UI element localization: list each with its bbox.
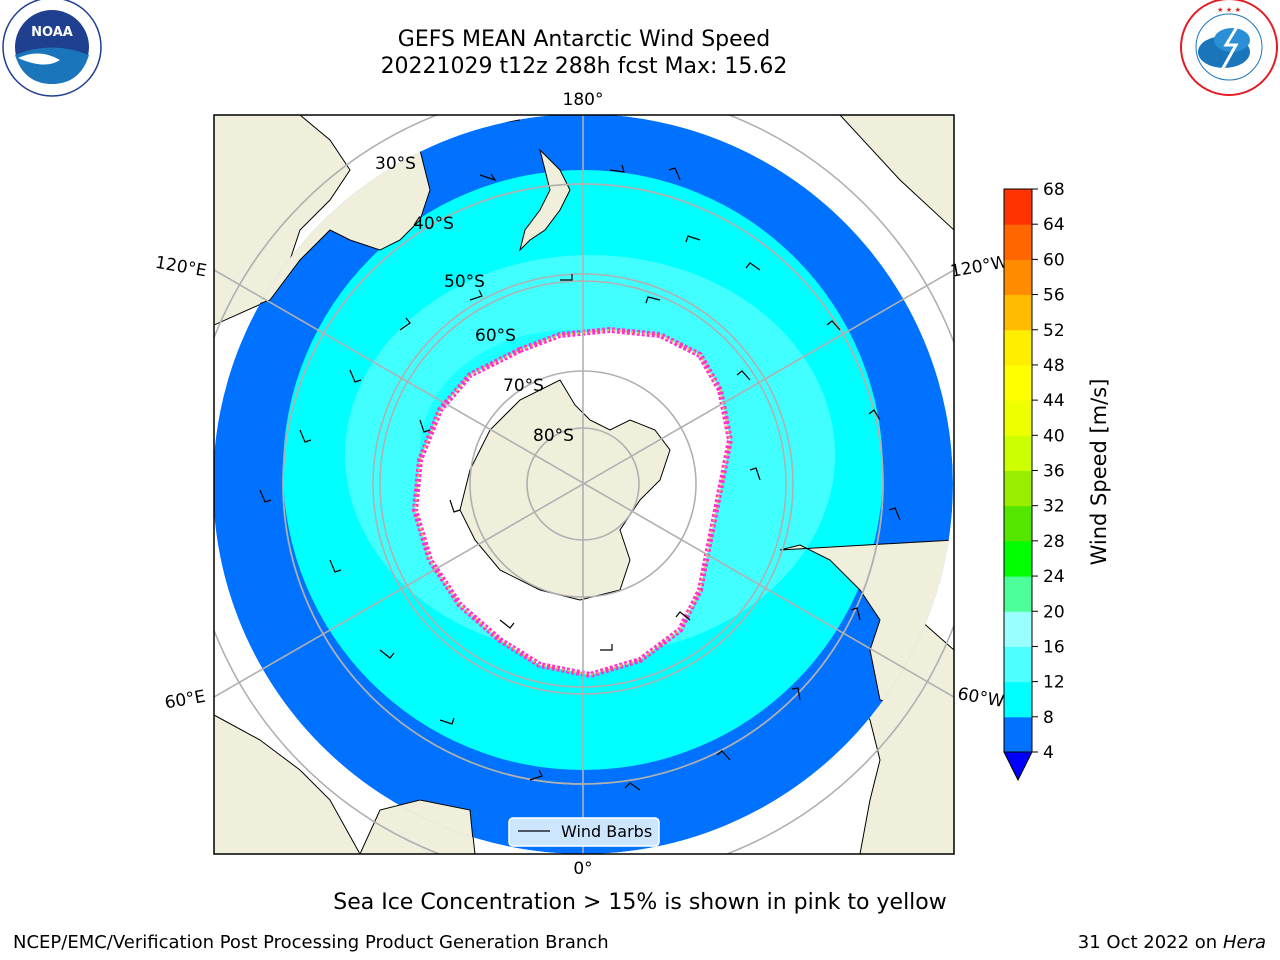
colorbar-tick-label: 68 [1043, 180, 1065, 200]
colorbar-tick-label: 12 [1043, 673, 1065, 693]
generation-host: Hera [1222, 932, 1266, 953]
colorbar-tick-label: 40 [1043, 426, 1065, 446]
colorbar-segment [1004, 646, 1032, 683]
lat-label-40s: 40°S [413, 214, 454, 234]
colorbar-segment [1004, 716, 1032, 753]
colorbar-tick-label: 48 [1043, 356, 1065, 376]
colorbar-segment [1004, 681, 1032, 718]
colorbar-tick-label: 36 [1043, 462, 1065, 482]
producer-credit: NCEP/EMC/Verification Post Processing Pr… [13, 932, 609, 953]
colorbar-tick-label: 64 [1043, 215, 1065, 235]
colorbar-segment [1004, 224, 1032, 260]
colorbar-label: Wind Speed [m/s] [1087, 379, 1111, 566]
colorbar-tick-label: 8 [1043, 708, 1054, 728]
colorbar-segment [1004, 329, 1032, 366]
lat-label-60s: 60°S [475, 326, 516, 346]
noaa-logo: NOAA [2, 0, 102, 97]
sea-ice-note: Sea Ice Concentration > 15% is shown in … [333, 890, 947, 915]
colorbar-segment [1004, 294, 1032, 331]
colorbar-segment [1004, 505, 1032, 542]
colorbar-segment [1004, 540, 1032, 577]
colorbar-segment [1004, 189, 1032, 225]
lon-label-120e: 120°E [154, 253, 208, 282]
lon-label-0: 0° [573, 859, 592, 879]
colorbar-segment [1004, 470, 1032, 507]
noaa-logo-text: NOAA [31, 25, 73, 40]
lon-label-60w: 60°W [956, 684, 1006, 712]
colorbar-segment [1004, 400, 1032, 436]
lon-label-60e: 60°E [163, 687, 207, 714]
colorbar-under-arrow [1003, 751, 1033, 782]
generation-date: 31 Oct 2022 on Hera [1078, 932, 1266, 953]
colorbar-tick-label: 28 [1043, 532, 1065, 552]
lon-label-120w: 120°W [949, 252, 1010, 282]
lat-label-70s: 70°S [503, 376, 544, 396]
colorbar-segment [1004, 259, 1032, 296]
colorbar-tick-label: 32 [1043, 497, 1065, 517]
colorbar-tick-label: 52 [1043, 321, 1065, 341]
lat-label-30s: 30°S [375, 154, 416, 174]
lat-label-80s: 80°S [533, 426, 574, 446]
colorbar-segment [1004, 435, 1032, 471]
colorbar-tick-label: 60 [1043, 250, 1065, 270]
nws-logo: ★ ★ ★ [1180, 0, 1278, 96]
lon-label-180: 180° [563, 90, 604, 110]
chart-title: GEFS MEAN Antarctic Wind Speed [397, 27, 771, 52]
colorbar-tick-label: 20 [1043, 602, 1065, 622]
colorbar-tick-label: 56 [1043, 286, 1065, 306]
lat-label-50s: 50°S [444, 272, 485, 292]
colorbar-segment [1004, 576, 1032, 612]
colorbar-segment [1004, 364, 1032, 401]
colorbar-tick-label: 4 [1043, 743, 1054, 763]
meridians [214, 115, 954, 854]
wind-barbs [259, 164, 901, 791]
colorbar-tick-label: 16 [1043, 637, 1065, 657]
map-area [214, 115, 954, 854]
colorbar-segment [1004, 611, 1032, 647]
map-frame [213, 114, 955, 855]
svg-text:★ ★ ★: ★ ★ ★ [1217, 6, 1241, 14]
colorbar-tick-label: 44 [1043, 391, 1065, 411]
generation-date-prefix: 31 Oct 2022 on [1077, 932, 1223, 953]
wind-barbs-legend [508, 817, 660, 847]
colorbar-tick-label: 24 [1043, 567, 1065, 587]
legend-label: Wind Barbs [561, 822, 652, 841]
chart-subtitle: 20221029 t12z 288h fcst Max: 15.62 [380, 54, 788, 79]
